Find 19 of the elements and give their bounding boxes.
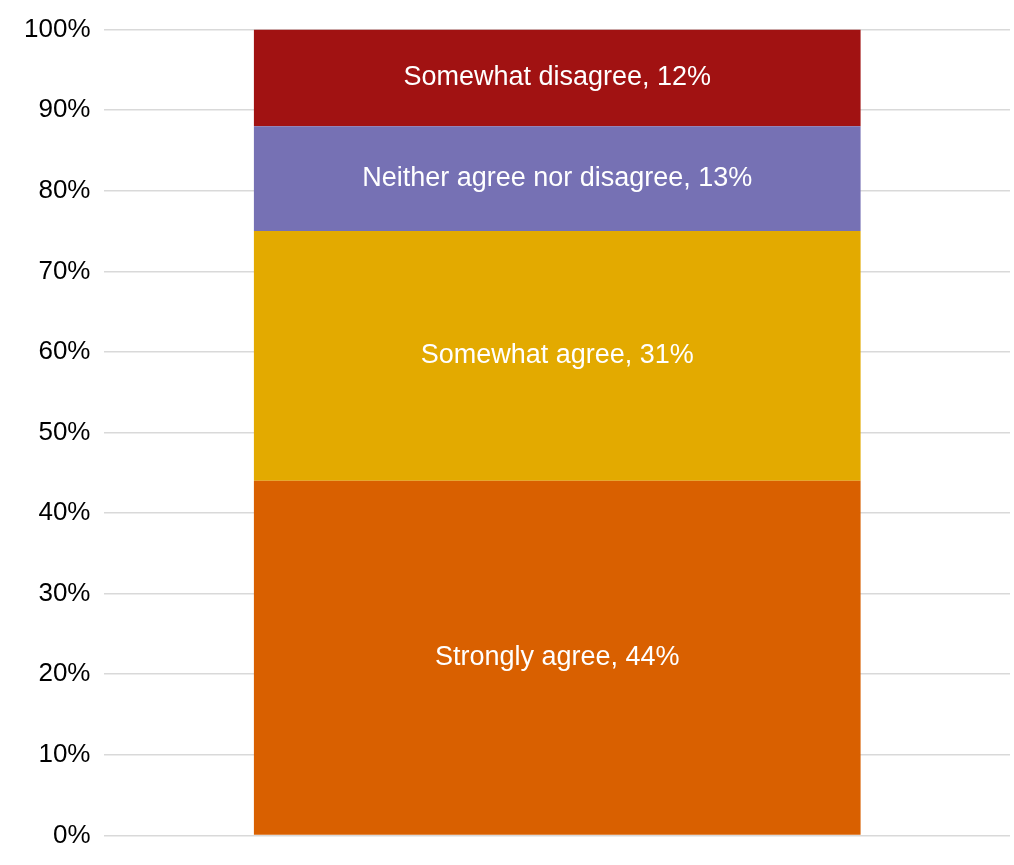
bar <box>253 480 861 835</box>
y-tick-label: 100% <box>24 12 91 43</box>
y-tick-label: 20% <box>38 657 91 688</box>
y-tick-label: 30% <box>38 576 91 607</box>
bar <box>253 29 861 127</box>
y-tick-label: 40% <box>38 496 91 527</box>
y-tick-label: 80% <box>38 173 91 204</box>
y-tick-label: 90% <box>38 93 91 124</box>
y-tick-label: 10% <box>38 737 91 768</box>
data-label: Somewhat disagree, 12% <box>403 61 712 92</box>
bar <box>253 231 861 481</box>
y-tick-label: 0% <box>52 818 91 849</box>
data-label: Somewhat agree, 31% <box>420 339 694 370</box>
data-label: Strongly agree, 44% <box>434 641 680 672</box>
y-tick-label: 50% <box>38 415 91 446</box>
bar <box>253 126 861 232</box>
y-tick-label: 60% <box>38 335 91 366</box>
y-tick-label: 70% <box>38 254 91 285</box>
data-label: Neither agree nor disagree, 13% <box>362 162 753 193</box>
